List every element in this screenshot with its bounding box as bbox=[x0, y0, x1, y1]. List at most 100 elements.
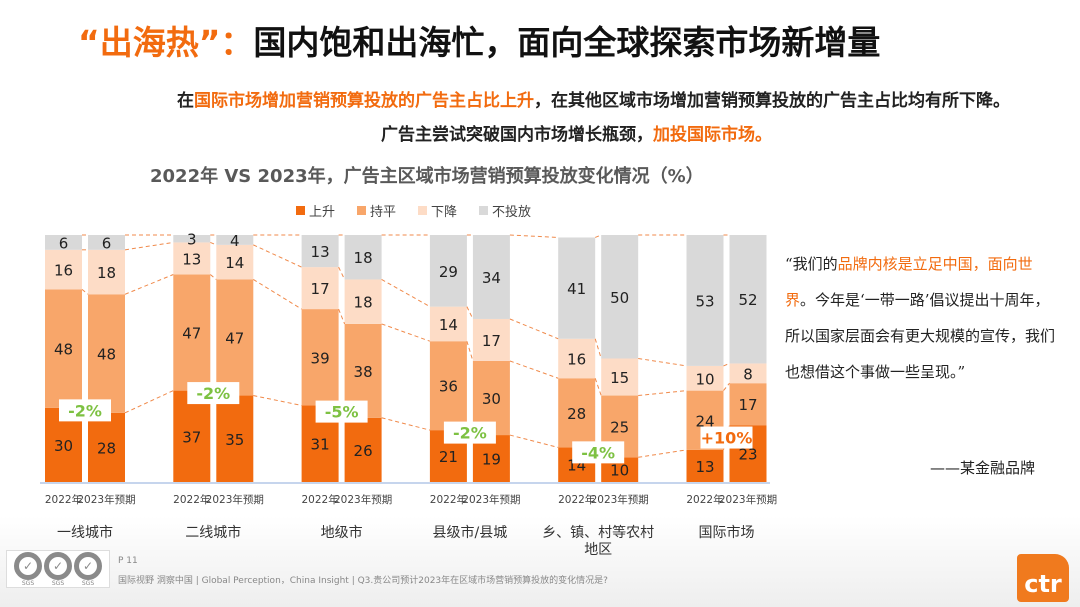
connector-line bbox=[594, 338, 602, 359]
connector-line bbox=[81, 288, 89, 295]
bar-segment bbox=[173, 235, 211, 243]
bar-segment bbox=[173, 242, 211, 275]
bar-segment bbox=[601, 358, 639, 396]
data-label: 16 bbox=[567, 351, 586, 369]
sgs-certification-logos: ✓ SGS ✓ SGS ✓ SGS bbox=[6, 550, 110, 588]
bar-segment bbox=[45, 235, 82, 250]
data-label: 23 bbox=[738, 446, 757, 464]
connector-line bbox=[466, 306, 474, 320]
connector-line bbox=[210, 241, 217, 246]
bar-segment bbox=[686, 365, 724, 391]
connector-line bbox=[124, 390, 174, 414]
delta-label: +10% bbox=[701, 429, 753, 448]
data-label: 52 bbox=[738, 291, 757, 309]
bar-segment bbox=[601, 235, 639, 359]
delta-badge bbox=[443, 421, 496, 444]
data-label: 28 bbox=[97, 439, 116, 457]
connector-line bbox=[253, 279, 302, 310]
connector-line bbox=[595, 234, 602, 238]
ctr-logo: ctr bbox=[1017, 554, 1069, 602]
bar-segment bbox=[429, 306, 467, 342]
connector-line bbox=[381, 417, 431, 431]
cert-label: SGS bbox=[81, 579, 95, 587]
data-label: 47 bbox=[225, 330, 244, 348]
data-label: 17 bbox=[738, 396, 757, 414]
bar-segment bbox=[173, 274, 211, 391]
delta-badge bbox=[59, 399, 111, 422]
data-label: 14 bbox=[225, 254, 244, 272]
data-label: 41 bbox=[567, 280, 586, 298]
bar-segment bbox=[558, 237, 596, 339]
bar-segment bbox=[88, 235, 125, 250]
bar-segment bbox=[472, 318, 510, 361]
cert-label: SGS bbox=[21, 579, 35, 587]
data-label: 48 bbox=[54, 341, 73, 359]
bar-segment bbox=[686, 449, 724, 482]
stacked-bar-chart: 30481662022年28481862023年预期一线城市3747133202… bbox=[40, 231, 777, 558]
footer-text: 国际视野 洞察中国 | Global Perception，China Insi… bbox=[118, 576, 608, 586]
data-label: 18 bbox=[354, 294, 373, 312]
category-label: 一线城市 bbox=[57, 524, 113, 541]
x-tick-label: 2022年 bbox=[45, 493, 82, 506]
bar-segment bbox=[88, 294, 125, 413]
data-label: 47 bbox=[182, 325, 201, 343]
data-label: 19 bbox=[482, 451, 501, 469]
data-label: 30 bbox=[54, 437, 73, 455]
connector-line bbox=[509, 360, 559, 379]
chart-legend: 上升 持平 下降 不投放 bbox=[296, 201, 531, 220]
connector-line bbox=[509, 234, 559, 238]
page-number: P 11 bbox=[118, 556, 138, 566]
data-label: 16 bbox=[54, 262, 73, 280]
data-label: 18 bbox=[97, 264, 116, 282]
bar-segment bbox=[301, 235, 339, 268]
bar-segment bbox=[216, 235, 254, 245]
data-label: 31 bbox=[311, 436, 330, 454]
x-tick-label: 2023年预期 bbox=[206, 493, 264, 506]
delta-label: -2% bbox=[68, 401, 102, 420]
data-label: 30 bbox=[482, 390, 501, 408]
data-label: 6 bbox=[102, 234, 112, 252]
data-label: 4 bbox=[230, 232, 240, 250]
category-label: 国际市场 bbox=[699, 524, 755, 541]
subtitle-line-2: 广告主尝试突破国内市场增长瓶颈，加投国际市场。 bbox=[381, 125, 772, 145]
bar-segment bbox=[344, 279, 382, 324]
legend-item-up: 上升 bbox=[296, 201, 335, 220]
data-label: 13 bbox=[311, 243, 330, 261]
delta-label: -5% bbox=[325, 403, 359, 422]
x-tick-label: 2023年预期 bbox=[719, 493, 777, 506]
cert-label: SGS bbox=[51, 579, 65, 587]
x-tick-label: 2022年 bbox=[301, 493, 338, 506]
bar-segment bbox=[216, 279, 254, 396]
delta-label: -2% bbox=[196, 384, 230, 403]
x-tick-label: 2023年预期 bbox=[77, 493, 135, 506]
data-label: 37 bbox=[182, 428, 201, 446]
data-label: 38 bbox=[354, 363, 373, 381]
data-label: 39 bbox=[311, 349, 330, 367]
data-label: 53 bbox=[695, 292, 714, 310]
data-label: 10 bbox=[610, 462, 629, 480]
delta-badge bbox=[572, 441, 625, 464]
data-label: 15 bbox=[610, 369, 629, 387]
connector-line bbox=[723, 362, 730, 367]
data-label: 13 bbox=[182, 250, 201, 268]
delta-badge bbox=[315, 400, 368, 423]
connector-line bbox=[381, 279, 431, 308]
bar-segment bbox=[344, 235, 382, 280]
connector-line bbox=[381, 323, 431, 342]
bar-segment bbox=[429, 341, 467, 431]
data-label: 17 bbox=[482, 332, 501, 350]
subtitle-line-1: 在国际市场增加营销预算投放的广告主占比上升，在其他区域市场增加营销预算投放的广告… bbox=[177, 91, 1010, 111]
data-label: 36 bbox=[439, 378, 458, 396]
chart-title: 2022年 VS 2023年，广告主区域市场营销预算投放变化情况（%） bbox=[150, 166, 704, 187]
check-icon: ✓ bbox=[74, 551, 102, 580]
connector-line bbox=[509, 318, 559, 340]
data-label: 35 bbox=[225, 431, 244, 449]
x-tick-label: 2023年预期 bbox=[462, 493, 520, 506]
legend-item-flat: 持平 bbox=[357, 201, 396, 220]
x-tick-label: 2022年 bbox=[686, 493, 723, 506]
x-tick-label: 2023年预期 bbox=[591, 493, 649, 506]
bar-segment bbox=[88, 249, 125, 295]
bar-segment bbox=[173, 390, 211, 482]
connector-line bbox=[466, 341, 474, 362]
data-label: 24 bbox=[695, 412, 714, 430]
